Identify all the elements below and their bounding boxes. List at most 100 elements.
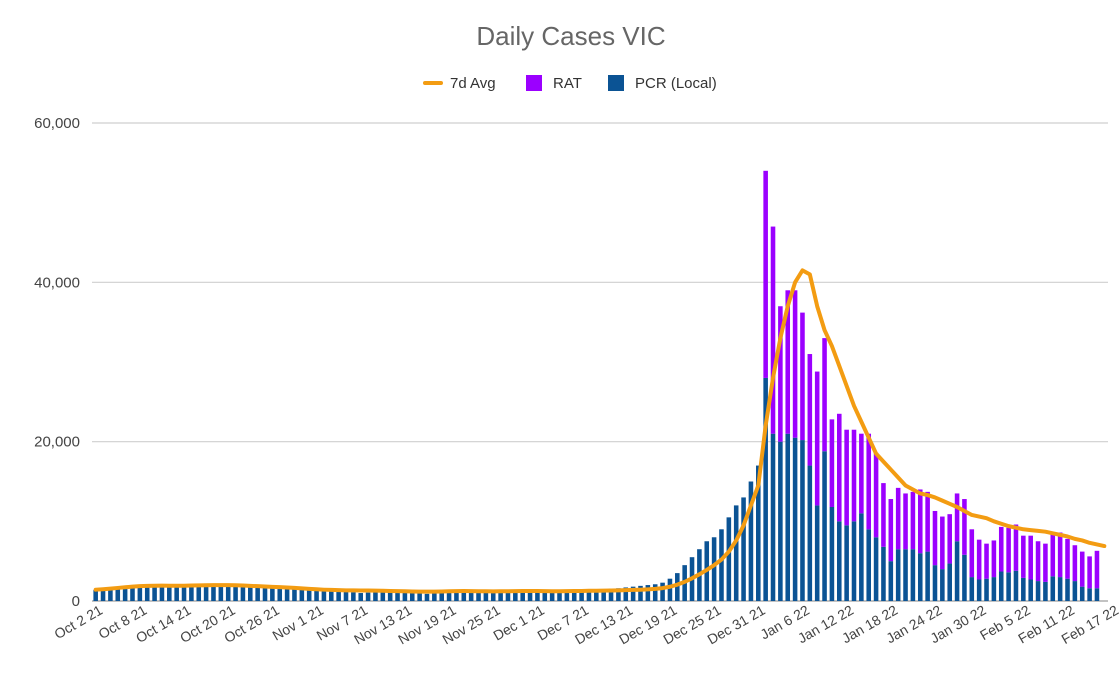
bar-rat xyxy=(1050,534,1056,577)
bar-rat xyxy=(1072,545,1078,582)
bar-pcr xyxy=(829,506,835,601)
bar-pcr xyxy=(557,590,562,601)
bar-pcr xyxy=(468,591,474,601)
legend: 7d Avg RAT PCR (Local) xyxy=(423,75,717,92)
bar-rat xyxy=(998,526,1004,572)
bar-pcr xyxy=(424,593,430,601)
bar-pcr xyxy=(476,591,481,601)
bar-pcr xyxy=(1072,581,1078,601)
bar-pcr xyxy=(461,591,467,601)
series-line-7d-avg xyxy=(93,268,1107,594)
bar-pcr xyxy=(1013,570,1019,601)
bar-rat xyxy=(1065,538,1070,579)
bar-pcr xyxy=(822,451,827,601)
bar-pcr xyxy=(1021,577,1026,601)
legend-swatch-rat xyxy=(526,75,542,91)
bar-pcr xyxy=(284,588,290,601)
bar-pcr xyxy=(93,589,98,601)
bar-rat xyxy=(888,499,894,562)
bar-pcr xyxy=(1028,579,1033,601)
bar-pcr xyxy=(733,505,739,601)
bar-pcr xyxy=(174,585,179,601)
bar-pcr xyxy=(579,590,584,601)
bar-pcr xyxy=(881,546,886,601)
bar-pcr xyxy=(159,587,165,601)
bar-pcr xyxy=(299,589,305,601)
bar-pcr xyxy=(888,561,894,601)
bar-pcr xyxy=(527,591,533,601)
bar-pcr xyxy=(505,591,511,601)
bar-rat xyxy=(873,452,879,538)
y-tick-label: 20,000 xyxy=(34,434,80,451)
bar-pcr xyxy=(866,529,872,601)
bar-pcr xyxy=(726,517,732,601)
bar-pcr xyxy=(1035,581,1041,601)
bar-rat xyxy=(1028,535,1033,580)
bar-rat xyxy=(814,371,820,506)
bar-rat xyxy=(925,491,930,552)
bar-pcr xyxy=(638,585,643,601)
bar-pcr xyxy=(667,578,673,601)
bar-pcr xyxy=(181,585,187,601)
bar-rat xyxy=(866,433,872,530)
bar-pcr xyxy=(248,586,253,601)
y-tick-label: 60,000 xyxy=(34,115,80,132)
legend-swatch-pcr xyxy=(608,75,624,91)
bar-pcr xyxy=(513,591,518,601)
bar-pcr xyxy=(623,587,629,601)
bar-pcr xyxy=(358,593,364,601)
bar-pcr xyxy=(998,571,1004,601)
bar-pcr xyxy=(218,585,224,601)
bar-pcr xyxy=(373,592,378,601)
bar-rat xyxy=(822,338,827,452)
y-axis: 0 20,000 40,000 60,000 xyxy=(34,115,80,610)
bar-pcr xyxy=(1065,578,1070,601)
bar-pcr xyxy=(1057,577,1063,601)
bar-rat xyxy=(932,510,938,566)
bar-pcr xyxy=(1087,588,1092,601)
bar-rat xyxy=(954,493,960,542)
bar-pcr xyxy=(1079,586,1085,601)
bar-rat xyxy=(792,290,798,438)
bar-pcr xyxy=(115,588,121,601)
bar-pcr xyxy=(711,537,717,601)
bar-rat xyxy=(859,433,864,514)
bar-pcr xyxy=(277,588,283,601)
bars xyxy=(93,170,1100,601)
bar-rat xyxy=(807,354,813,466)
bar-rat xyxy=(917,489,923,554)
bar-pcr xyxy=(270,587,275,601)
bar-pcr xyxy=(483,591,489,601)
bar-pcr xyxy=(910,549,916,601)
bar-pcr xyxy=(1094,588,1100,601)
bar-pcr xyxy=(991,577,997,601)
bar-rat xyxy=(785,290,791,434)
bar-rat xyxy=(829,419,835,507)
bar-pcr xyxy=(940,569,945,601)
bar-rat xyxy=(1057,532,1063,578)
bar-pcr xyxy=(954,541,960,601)
bar-pcr xyxy=(549,591,555,601)
bar-pcr xyxy=(321,590,327,601)
bar-pcr xyxy=(100,589,106,601)
bar-rat xyxy=(1013,524,1019,571)
bar-pcr xyxy=(873,537,879,601)
bar-pcr xyxy=(122,587,128,601)
y-tick-label: 40,000 xyxy=(34,274,80,291)
bar-pcr xyxy=(328,591,334,601)
bar-rat xyxy=(984,543,989,579)
legend-label-rat: RAT xyxy=(553,75,582,92)
bar-pcr xyxy=(770,433,776,601)
bar-pcr xyxy=(336,591,341,601)
bar-pcr xyxy=(932,565,938,601)
bar-pcr xyxy=(108,588,113,601)
bar-rat xyxy=(991,540,997,578)
bar-pcr xyxy=(1050,576,1056,601)
bar-pcr xyxy=(792,437,798,601)
bar-pcr xyxy=(292,589,297,601)
bar-pcr xyxy=(233,585,238,601)
bar-rat xyxy=(976,539,982,580)
